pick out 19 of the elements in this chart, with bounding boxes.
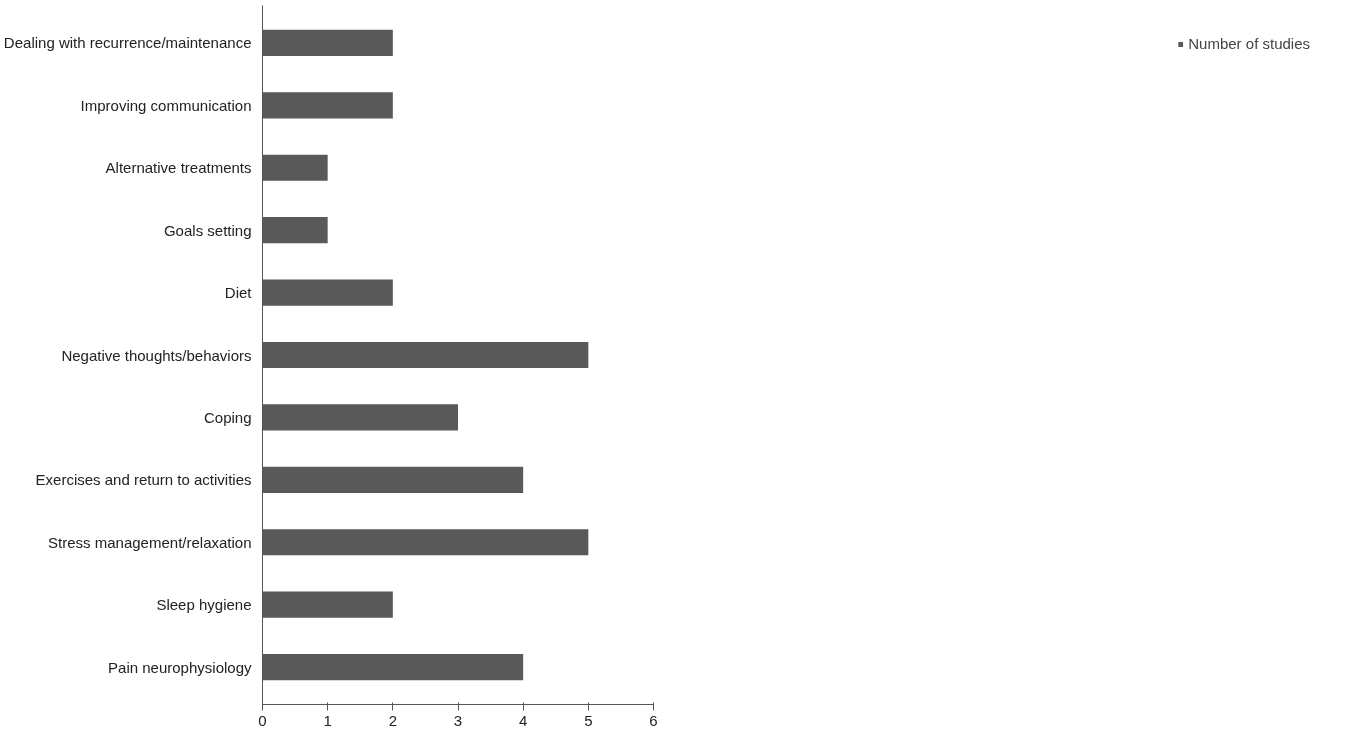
x-tick-label: 6 [649, 711, 658, 729]
x-tick-label: 0 [258, 711, 267, 729]
y-tick-label: Improving communication [80, 96, 252, 114]
x-tick-label: 2 [388, 711, 398, 729]
y-tick-label: Dealing with recurrence/maintenance [3, 34, 252, 52]
x-tick-label: 3 [453, 711, 463, 729]
y-tick-label: Pain neurophysiology [108, 658, 252, 676]
y-tick-label: Alternative treatments [105, 159, 252, 177]
y-tick-label: Coping [203, 408, 252, 426]
y-tick-label: Stress management/relaxation [48, 533, 252, 551]
y-tick-label: Goals setting [163, 221, 252, 239]
y-tick-label: Exercises and return to activities [35, 471, 252, 489]
x-tick-label: 1 [323, 711, 332, 729]
x-tick-label: 4 [519, 711, 528, 729]
y-tick-label: Diet [224, 284, 253, 302]
x-tick-label: 5 [584, 711, 593, 729]
y-tick-label: Negative thoughts/behaviors [61, 346, 252, 364]
legend-label: Number of studies [1188, 35, 1310, 52]
y-tick-label: Sleep hygiene [156, 596, 252, 614]
